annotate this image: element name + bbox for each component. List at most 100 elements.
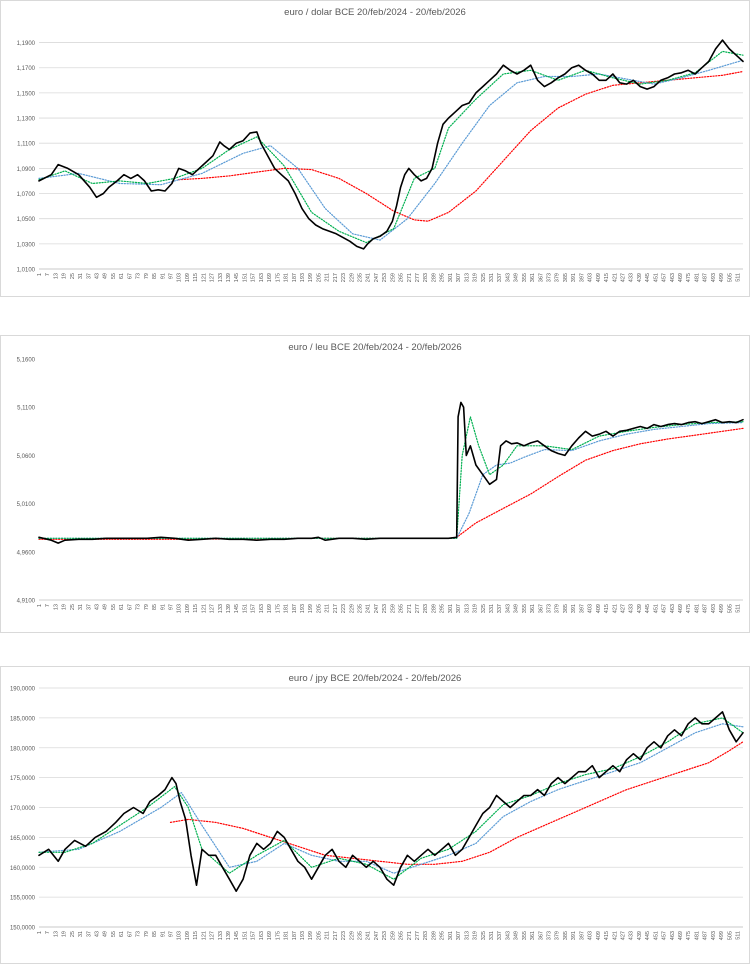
x-tick-label: 271 — [407, 273, 413, 282]
y-tick-label: 4,9600 — [17, 550, 36, 556]
x-tick-label: 475 — [686, 604, 692, 613]
x-tick-label: 13 — [53, 273, 59, 279]
x-tick-label: 151 — [242, 273, 248, 282]
x-tick-label: 13 — [53, 604, 59, 610]
x-tick-label: 211 — [325, 604, 331, 613]
y-tick-label: 5,0100 — [17, 502, 36, 508]
x-tick-label: 217 — [333, 931, 339, 940]
x-tick-label: 433 — [629, 604, 635, 613]
x-tick-label: 427 — [620, 604, 626, 613]
x-tick-label: 301 — [448, 931, 454, 940]
x-tick-label: 325 — [481, 931, 487, 940]
y-tick-label: 1,1500 — [17, 91, 36, 97]
y-tick-label: 150,0000 — [10, 926, 36, 932]
x-tick-label: 469 — [678, 604, 684, 613]
x-tick-label: 433 — [629, 273, 635, 282]
x-tick-label: 235 — [357, 273, 363, 282]
y-tick-label: 1,0300 — [17, 242, 36, 248]
x-tick-label: 199 — [308, 931, 314, 940]
x-tick-label: 31 — [78, 273, 84, 279]
x-tick-label: 163 — [259, 604, 265, 613]
x-tick-label: 379 — [555, 273, 561, 282]
x-tick-label: 55 — [111, 604, 117, 610]
x-tick-label: 469 — [678, 931, 684, 940]
x-tick-label: 391 — [571, 273, 577, 282]
x-tick-label: 79 — [144, 273, 150, 279]
x-tick-label: 247 — [374, 604, 380, 613]
x-tick-label: 1 — [37, 273, 43, 276]
y-tick-label: 155,0000 — [10, 896, 36, 902]
x-tick-label: 283 — [423, 604, 429, 613]
x-tick-label: 127 — [210, 273, 216, 282]
x-tick-label: 145 — [234, 931, 240, 940]
x-tick-label: 439 — [637, 273, 643, 282]
x-tick-label: 43 — [95, 931, 101, 937]
x-tick-label: 385 — [563, 931, 569, 940]
x-tick-label: 223 — [341, 604, 347, 613]
x-tick-label: 193 — [300, 273, 306, 282]
x-tick-label: 91 — [160, 931, 166, 937]
x-tick-label: 499 — [719, 931, 725, 940]
x-tick-label: 175 — [275, 273, 281, 282]
x-tick-label: 361 — [530, 931, 536, 940]
x-tick-label: 187 — [292, 931, 298, 940]
x-tick-label: 1 — [37, 931, 43, 934]
x-tick-label: 133 — [218, 604, 224, 613]
x-tick-label: 397 — [579, 604, 585, 613]
x-tick-label: 109 — [185, 604, 191, 613]
chart-panel-eur-ron: euro / leu BCE 20/feb/2024 - 20/feb/2026… — [0, 335, 750, 633]
x-tick-label: 265 — [399, 604, 405, 613]
y-tick-label: 1,0900 — [17, 167, 36, 173]
x-tick-label: 265 — [399, 273, 405, 282]
x-tick-label: 283 — [423, 931, 429, 940]
series-line-ma-short-eur-usd — [38, 50, 744, 244]
x-tick-label: 115 — [193, 604, 199, 613]
x-tick-label: 433 — [629, 931, 635, 940]
x-tick-label: 457 — [662, 273, 668, 282]
x-tick-label: 19 — [62, 931, 68, 937]
x-tick-label: 43 — [95, 273, 101, 279]
series-line-ma-long-eur-jpy — [169, 741, 744, 865]
x-tick-label: 361 — [530, 604, 536, 613]
x-tick-label: 319 — [473, 931, 479, 940]
x-tick-label: 79 — [144, 604, 150, 610]
x-tick-label: 289 — [431, 931, 437, 940]
x-tick-label: 295 — [440, 931, 446, 940]
series-line-ma-long-eur-ron — [38, 427, 744, 540]
chart-title-eur-jpy: euro / jpy BCE 20/feb/2024 - 20/feb/2026 — [288, 673, 462, 684]
y-tick-label: 5,1600 — [17, 358, 36, 364]
x-tick-label: 403 — [588, 273, 594, 282]
x-tick-label: 391 — [571, 604, 577, 613]
x-tick-label: 115 — [193, 931, 199, 940]
x-tick-label: 451 — [653, 273, 659, 282]
x-tick-label: 385 — [563, 273, 569, 282]
x-tick-label: 457 — [662, 931, 668, 940]
x-tick-label: 223 — [341, 273, 347, 282]
series-line-ma-short-eur-jpy — [38, 717, 744, 880]
x-tick-label: 301 — [448, 604, 454, 613]
x-tick-label: 493 — [711, 273, 717, 282]
x-tick-label: 241 — [366, 604, 372, 613]
y-tick-label: 4,9100 — [17, 599, 36, 605]
x-tick-label: 73 — [136, 604, 142, 610]
x-tick-label: 385 — [563, 604, 569, 613]
x-tick-label: 379 — [555, 931, 561, 940]
x-tick-label: 409 — [596, 273, 602, 282]
x-tick-label: 7 — [45, 604, 51, 607]
x-tick-label: 307 — [456, 604, 462, 613]
x-tick-label: 493 — [711, 604, 717, 613]
x-tick-label: 277 — [415, 273, 421, 282]
x-tick-label: 469 — [678, 273, 684, 282]
x-tick-label: 259 — [390, 273, 396, 282]
x-tick-label: 49 — [103, 604, 109, 610]
x-tick-label: 139 — [226, 604, 232, 613]
series-line-close-eur-ron — [38, 401, 744, 544]
x-tick-label: 97 — [168, 273, 174, 279]
x-tick-label: 163 — [259, 931, 265, 940]
x-tick-label: 127 — [210, 931, 216, 940]
x-tick-label: 163 — [259, 273, 265, 282]
x-tick-label: 103 — [177, 273, 183, 282]
x-tick-label: 49 — [103, 931, 109, 937]
x-tick-label: 91 — [160, 604, 166, 610]
x-tick-label: 475 — [686, 273, 692, 282]
